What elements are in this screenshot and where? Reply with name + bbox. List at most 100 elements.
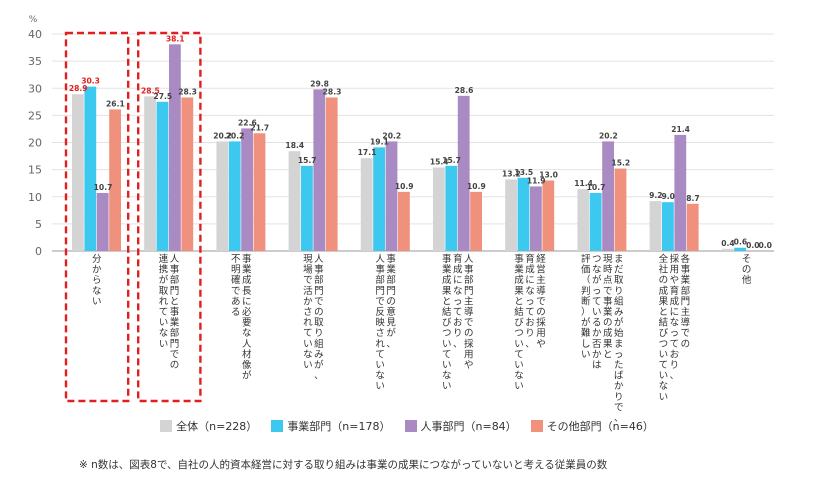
legend-label-hr: 人事部門（n=84） [420,420,517,433]
data-label: 17.1 [358,148,377,157]
data-label: 20.2 [226,131,245,140]
highlight-box [136,31,202,403]
category-label: 分からない [92,254,102,307]
category-label: 人事部門主導での採用や [464,254,474,371]
bars [72,44,746,252]
bar [530,186,542,251]
y-tick-label: 25 [28,109,42,122]
bar [686,203,699,251]
bar [517,177,530,251]
bar [373,147,385,251]
category-label: 現時点で事業の成果と [603,254,613,360]
data-label: 21.7 [250,123,269,132]
bar [241,128,253,251]
bar [109,109,121,251]
bar [325,97,338,251]
bar [470,191,482,251]
bar [602,141,614,251]
data-label: 15.2 [611,159,630,168]
data-label: 18.4 [285,141,304,150]
category-label: 不明確である [231,254,241,318]
data-label: 21.4 [671,125,690,134]
bar [169,44,181,252]
data-label: 13.0 [539,170,558,179]
bar [662,202,674,251]
bar [96,192,109,251]
bar [72,94,84,251]
legend-item-hr: 人事部門（n=84） [404,418,517,434]
data-label: 27.5 [153,92,172,101]
bar [505,179,517,251]
category-label: つながっているか否かは [592,254,602,371]
data-label: 28.3 [323,87,342,96]
highlight-boxes [64,31,202,403]
highlight-box [64,31,130,403]
data-label: 11.9 [527,176,546,185]
bar [360,158,373,251]
category-label: 事業成果と結びついていない [442,253,452,392]
category-label: 各事業部門主導での [681,253,691,350]
data-label: 0.4 [721,239,734,248]
bar [253,133,266,251]
data-label: 0.6 [734,238,747,247]
data-label: 15.7 [298,156,317,165]
data-label: 13.2 [502,169,521,178]
category-label: 経営主導での採用や [536,253,546,350]
bar [734,247,746,251]
legend-item-other: その他部門（n=46） [530,418,654,434]
data-label: 30.3 [81,77,100,86]
legend-item-total: 全体（n=228） [160,418,257,434]
bar [156,101,169,251]
data-label: 28.6 [455,86,474,95]
legend-label-business: 事業部門（n=178） [287,420,391,433]
data-label: 15.4 [430,157,449,166]
bar [313,89,326,252]
category-label: 育成になっており、 [453,253,463,350]
category-label: 事業部門の意見が、 [386,253,396,350]
data-label: 28.3 [178,87,197,96]
y-axis-unit: % [29,15,38,25]
category-label: まだ取り組みが始まったばかりで、 [614,254,624,424]
bar [216,141,229,251]
legend-swatch-hr [404,420,417,432]
data-label: 28.9 [69,84,88,93]
data-label: 29.8 [310,79,329,88]
category-label: 育成になっており、 [525,253,535,350]
y-tick-label: 35 [28,55,42,68]
bar [589,192,602,251]
category-label: 評価（判断）が難しい [581,253,591,360]
bar [398,191,410,251]
data-label: 28.5 [141,86,160,95]
footnote: ※ n数は、図表8で、自社の人的資本経営に対する取り組みは事業の成果につながって… [79,459,608,471]
y-tick-label: 10 [28,191,42,204]
data-labels: 28.930.310.726.128.527.538.128.320.220.2… [69,34,772,250]
bar [649,201,662,251]
category-label: 人事部門と事業部門での [170,254,180,371]
category-label: 現場で活かされていない [303,254,313,371]
bar [457,95,470,251]
y-tick-label: 40 [28,28,42,41]
bar [614,168,627,251]
legend-swatch-total [160,420,173,432]
bar [301,165,313,251]
data-label: 20.2 [599,131,618,140]
y-tick-label: 30 [28,82,42,95]
bar [674,134,687,251]
y-tick-label: 20 [28,137,42,150]
data-label: 11.4 [574,179,593,188]
category-label: 連携が取れていない [159,253,169,350]
category-label: 全社の成果と結びついていない [659,253,669,403]
data-label: 13.5 [514,168,533,177]
category-label: 人事部門で反映されていない [375,254,385,392]
bar [385,141,398,251]
bar [144,96,156,251]
bar [577,189,590,251]
bar [542,180,555,251]
data-label: 38.1 [166,34,185,43]
legend-label-total: 全体（n=228） [176,420,258,433]
y-tick-label: 5 [35,218,42,231]
data-label: 20.2 [382,131,401,140]
data-label: 26.1 [106,99,125,108]
data-label: 0.0 [758,241,771,250]
